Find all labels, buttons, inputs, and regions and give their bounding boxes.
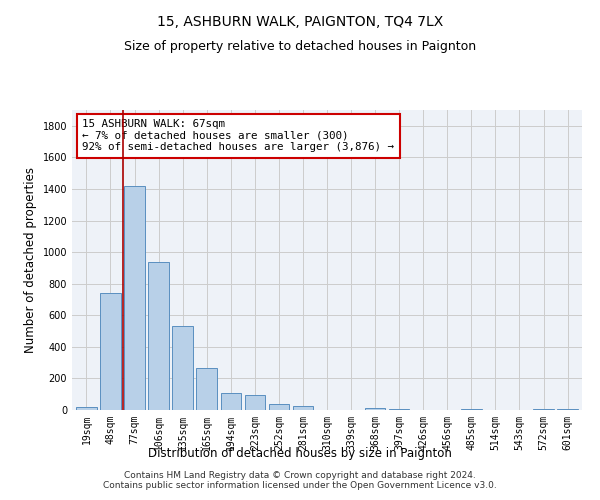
Bar [148, 262, 169, 410]
Y-axis label: Number of detached properties: Number of detached properties [24, 167, 37, 353]
Bar [172, 326, 193, 410]
Text: Contains HM Land Registry data © Crown copyright and database right 2024.
Contai: Contains HM Land Registry data © Crown c… [103, 470, 497, 490]
Bar [124, 186, 145, 410]
Bar [245, 396, 265, 410]
Text: Size of property relative to detached houses in Paignton: Size of property relative to detached ho… [124, 40, 476, 53]
Bar [389, 409, 409, 410]
Bar [196, 368, 217, 410]
Bar [533, 409, 554, 410]
Bar [365, 408, 385, 410]
Bar [100, 293, 121, 410]
Bar [461, 409, 482, 410]
Bar [557, 409, 578, 410]
Text: Distribution of detached houses by size in Paignton: Distribution of detached houses by size … [148, 448, 452, 460]
Bar [269, 404, 289, 410]
Bar [76, 406, 97, 410]
Text: 15 ASHBURN WALK: 67sqm
← 7% of detached houses are smaller (300)
92% of semi-det: 15 ASHBURN WALK: 67sqm ← 7% of detached … [82, 119, 394, 152]
Bar [221, 394, 241, 410]
Bar [293, 406, 313, 410]
Text: 15, ASHBURN WALK, PAIGNTON, TQ4 7LX: 15, ASHBURN WALK, PAIGNTON, TQ4 7LX [157, 15, 443, 29]
